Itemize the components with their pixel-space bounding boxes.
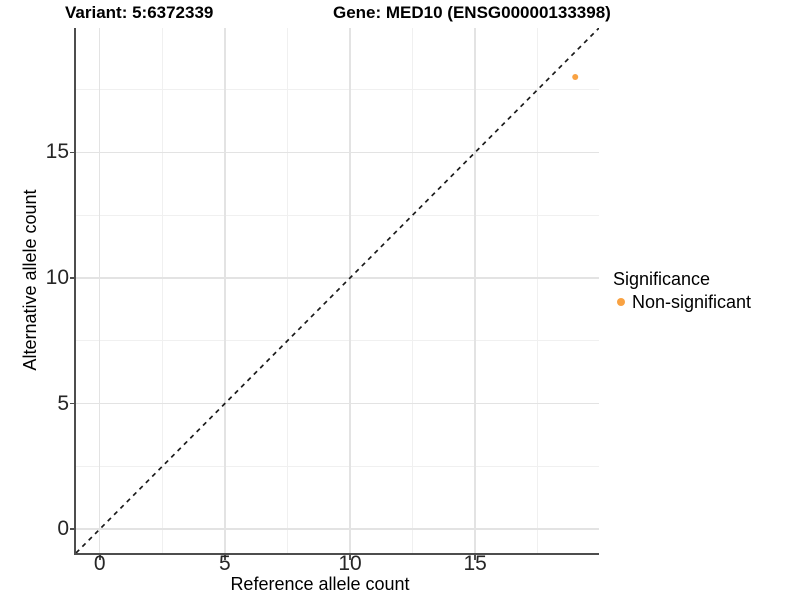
x-tick-mark — [99, 555, 101, 560]
identity-line — [76, 28, 599, 553]
gridline-x-minor — [287, 28, 288, 553]
x-tick-mark — [224, 555, 226, 560]
legend: Significance Non-significant — [613, 268, 751, 313]
plot-panel — [74, 28, 599, 555]
x-axis-title: Reference allele count — [230, 574, 410, 594]
y-tick-label: 15 — [45, 140, 69, 164]
gridline-y-major — [76, 528, 599, 530]
y-tick-mark — [69, 402, 75, 405]
panel-canvas — [76, 28, 599, 553]
gridline-y-minor — [76, 89, 599, 91]
gridline-x-minor — [537, 28, 539, 553]
gridline-y-major — [76, 151, 599, 154]
x-tick-mark — [474, 555, 476, 560]
gridline-x-major — [99, 28, 101, 553]
legend-title: Significance — [613, 269, 711, 289]
y-tick-label: 5 — [57, 391, 69, 415]
gridline-x-minor — [412, 28, 414, 553]
x-tick-label: 5 — [219, 552, 231, 575]
x-tick-mark — [349, 555, 351, 560]
gridline-x-major — [474, 28, 476, 553]
y-tick-mark — [69, 151, 75, 154]
y-tick-label: 10 — [45, 265, 69, 289]
gridline-y-major — [76, 277, 599, 279]
legend-item: Non-significant — [613, 291, 751, 313]
gridline-y-minor — [76, 465, 599, 467]
x-tick-label: 0 — [93, 552, 106, 575]
y-tick-mark — [69, 277, 75, 279]
legend-key-dot-icon — [617, 298, 625, 306]
y-tick-label: 0 — [57, 517, 69, 541]
legend-item-label: Non-significant — [632, 291, 752, 312]
y-tick-mark — [69, 528, 75, 530]
x-tick-label: 10 — [338, 552, 362, 575]
gridline-x-minor — [161, 28, 163, 553]
plot-title-variant: Variant: 5:6372339 — [65, 3, 214, 22]
x-tick-label: 15 — [463, 552, 487, 575]
gridline-y-major — [76, 402, 599, 405]
plot-title-gene: Gene: MED10 (ENSG00000133398) — [333, 3, 611, 22]
data-point — [572, 73, 579, 80]
gridline-x-major — [224, 28, 226, 553]
gridline-y-minor — [76, 214, 599, 216]
gridline-x-major — [349, 28, 351, 553]
gridline-y-minor — [76, 340, 599, 342]
